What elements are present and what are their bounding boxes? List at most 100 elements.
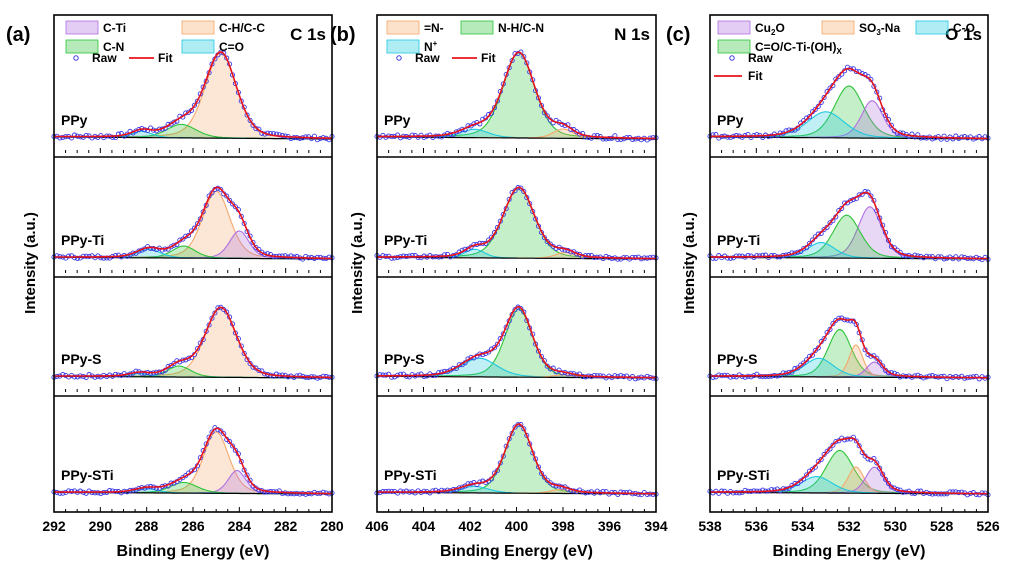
- x-tick-label: 280: [320, 518, 344, 534]
- raw-point: [238, 213, 244, 219]
- raw-point: [935, 491, 941, 497]
- panel-label: (a): [6, 24, 30, 46]
- raw-point: [148, 245, 154, 252]
- raw-point: [921, 135, 927, 141]
- raw-point: [191, 102, 198, 108]
- raw-point: [133, 368, 139, 374]
- x-tick-label: 528: [930, 518, 954, 534]
- panel-a: (a) PPy PPy-Ti PPy-S PPy-STi 292 290 288 286 284 2…: [6, 14, 344, 560]
- raw-point: [186, 232, 192, 238]
- raw-point: [297, 491, 303, 497]
- x-tick-label: 400: [505, 518, 529, 534]
- fit-line: [710, 317, 989, 379]
- legend-swatch-c-h-c-c: [181, 20, 215, 35]
- x-tick-label: 290: [89, 518, 113, 534]
- peak-so3-na-fill: [710, 467, 988, 494]
- sample-label: PPy: [384, 112, 411, 128]
- raw-point: [582, 374, 589, 380]
- sample-label: PPy-Ti: [717, 232, 760, 248]
- peak-c-h-c-c-fill: [54, 191, 332, 259]
- raw-point: [644, 373, 650, 379]
- fit-line: [710, 191, 988, 260]
- peak-c-h-c-c-fill: [54, 307, 332, 378]
- raw-point: [603, 253, 609, 259]
- raw-point: [812, 106, 818, 112]
- raw-point: [760, 252, 766, 258]
- raw-point: [973, 254, 979, 260]
- raw-point: [512, 424, 518, 430]
- x-axis-label: Binding Energy (eV): [440, 543, 593, 560]
- raw-point: [538, 353, 545, 360]
- raw-point: [923, 135, 930, 141]
- peak-c-h-c-c-fill: [54, 431, 332, 494]
- raw-point: [392, 255, 398, 261]
- legend-fit-label: Fit: [158, 51, 173, 65]
- panel-c: (c) PPy PPy-Ti PPy-S PPy-STi 538 536 534 532 530 5…: [666, 14, 1000, 560]
- raw-point: [900, 489, 906, 495]
- raw-point: [171, 242, 177, 248]
- spectrum-ppy-s: PPy-S: [374, 304, 659, 382]
- raw-point: [874, 355, 880, 361]
- legend-label: C=O: [219, 40, 244, 54]
- raw-point: [804, 472, 810, 478]
- peak-cu2o-fill: [710, 206, 988, 259]
- fit-line: [377, 423, 656, 495]
- x-tick-label: 406: [365, 518, 389, 534]
- legend-raw-label: Raw: [748, 51, 773, 65]
- raw-point: [427, 253, 433, 259]
- legend-swatch-cu2o: [717, 20, 751, 35]
- sample-label: PPy-S: [717, 351, 757, 367]
- peak-c-o-c-ti-oh-x-fill: [710, 86, 988, 139]
- raw-point: [83, 132, 89, 139]
- raw-point: [118, 254, 124, 260]
- raw-point: [104, 255, 110, 261]
- x-tick-label: 288: [135, 518, 159, 534]
- raw-point: [730, 490, 736, 496]
- legend-swatch-n-: [386, 39, 420, 54]
- peak-so3-na-fill: [710, 344, 988, 378]
- raw-point: [320, 373, 326, 379]
- raw-point: [912, 252, 918, 258]
- fit-line: [54, 306, 332, 379]
- raw-point: [629, 254, 636, 260]
- raw-point: [311, 489, 317, 495]
- peak-c-o-c-ti-oh-x-fill: [710, 215, 988, 259]
- peak-c-n-fill: [54, 124, 332, 139]
- x-tick-label: 534: [791, 518, 815, 534]
- legend-swatch-c-o: [181, 39, 215, 54]
- raw-point: [512, 307, 518, 313]
- spectrum-ppy-sti: PPy-STi: [374, 421, 659, 498]
- raw-point: [171, 360, 177, 366]
- raw-point: [582, 490, 589, 496]
- spectrum-ppy-s: PPy-S: [707, 315, 991, 382]
- raw-point: [606, 136, 612, 142]
- legend-swatch-c-o-c-ti-oh-x: [717, 39, 751, 54]
- legend-swatch-c-ti: [65, 20, 99, 35]
- legend-raw-marker: [729, 55, 735, 61]
- fit-line: [710, 67, 988, 140]
- sample-label: PPy-S: [61, 351, 101, 367]
- raw-point: [518, 306, 524, 312]
- x-tick-label: 292: [42, 518, 66, 534]
- raw-point: [441, 252, 448, 258]
- legend: =N- N-H/C-NN+Raw Fit: [386, 20, 544, 65]
- raw-point: [256, 367, 262, 374]
- raw-point: [632, 136, 638, 142]
- raw-point: [847, 318, 854, 324]
- raw-point: [768, 487, 775, 493]
- raw-point: [765, 134, 772, 140]
- raw-point: [806, 240, 813, 246]
- raw-point: [218, 187, 224, 193]
- raw-point: [285, 491, 291, 497]
- panel-title: N 1s: [614, 25, 650, 44]
- raw-point: [915, 488, 921, 494]
- x-tick-label: 282: [274, 518, 298, 534]
- spectrum-ppy: PPy: [707, 64, 991, 142]
- raw-point: [71, 374, 78, 380]
- raw-point: [748, 374, 754, 380]
- panel-frame: [376, 14, 657, 513]
- raw-point: [221, 50, 227, 56]
- raw-point: [885, 480, 892, 486]
- raw-point: [229, 443, 236, 449]
- x-axis-label: Binding Energy (eV): [773, 543, 926, 560]
